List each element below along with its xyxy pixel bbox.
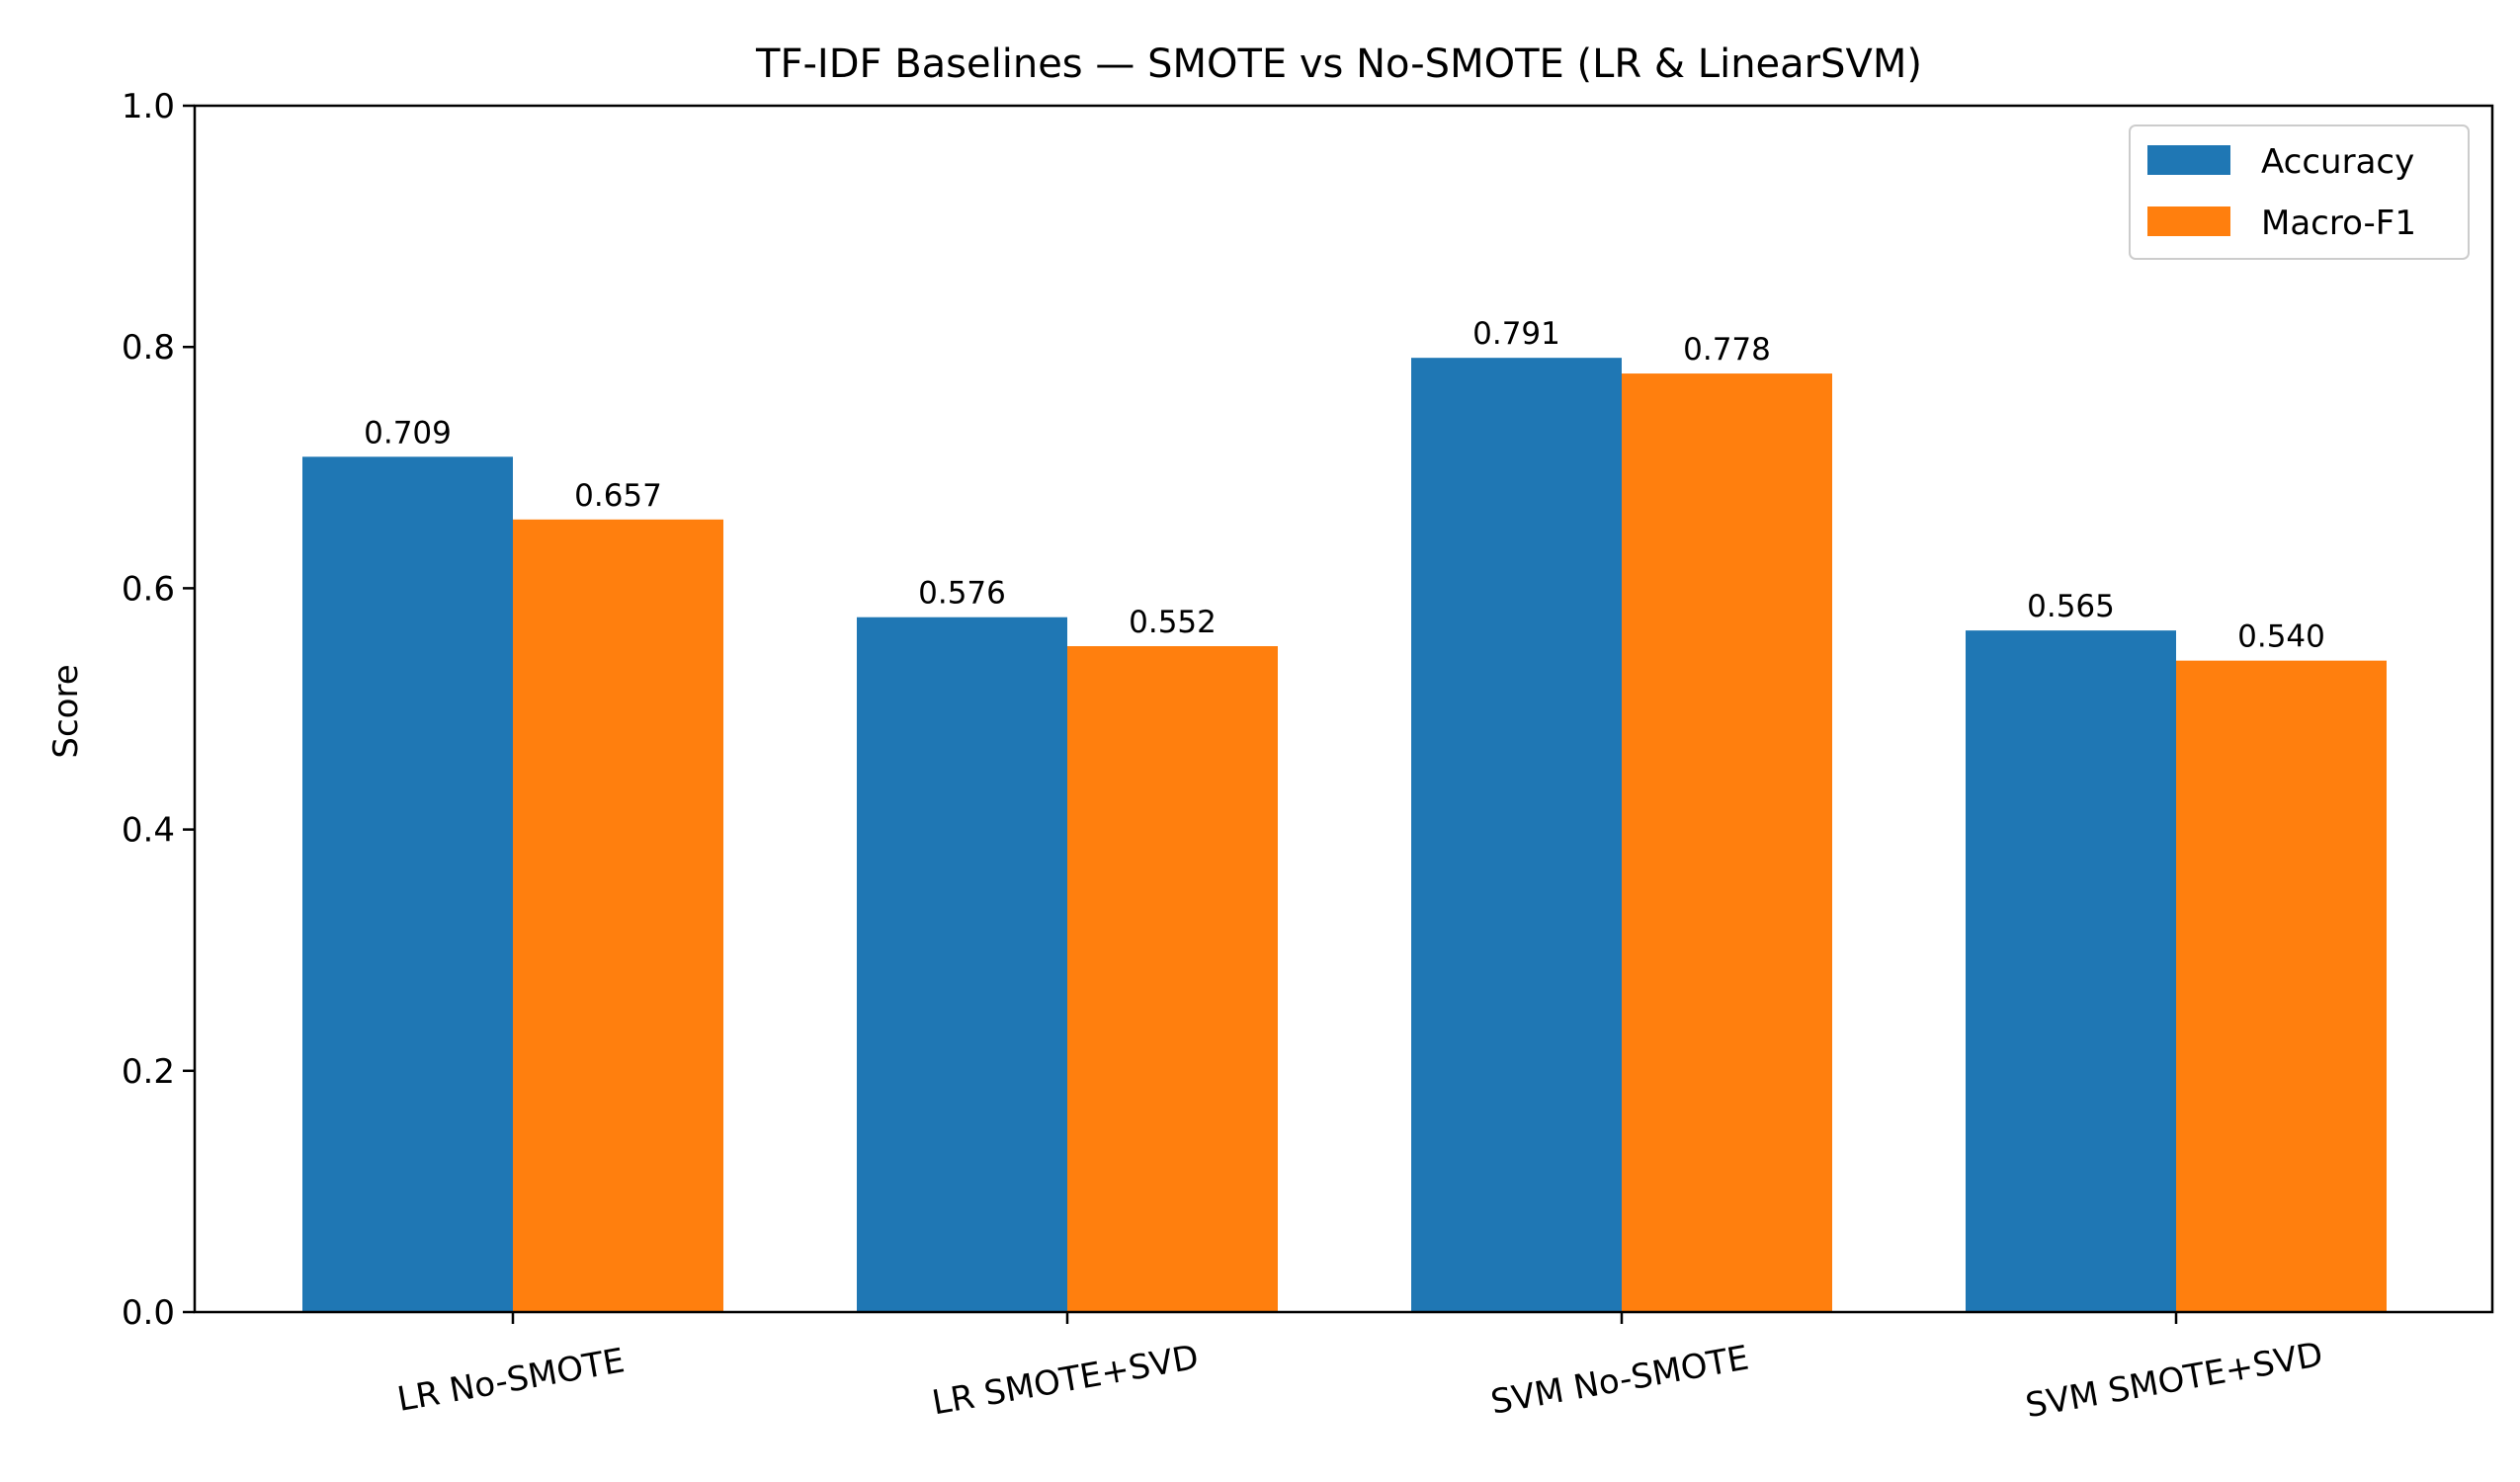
data-label: 0.552 xyxy=(1129,605,1217,640)
y-axis-label: Score xyxy=(46,664,86,758)
bar-accuracy xyxy=(1411,358,1622,1313)
bar-macro-f1 xyxy=(2176,660,2387,1312)
legend-swatch xyxy=(2147,145,2230,175)
legend: Accuracy Macro-F1 xyxy=(2129,124,2470,260)
bar-accuracy xyxy=(857,617,1067,1312)
legend-swatch xyxy=(2147,206,2230,236)
legend-label: Macro-F1 xyxy=(2261,204,2416,243)
data-label: 0.791 xyxy=(1472,316,1560,352)
chart-title: TF-IDF Baselines — SMOTE vs No-SMOTE (LR… xyxy=(755,41,1922,87)
data-label: 0.565 xyxy=(2027,589,2115,624)
bar-accuracy xyxy=(1966,630,2176,1312)
y-tick-label: 0.0 xyxy=(122,1293,175,1333)
legend-label: Accuracy xyxy=(2261,142,2414,182)
data-label: 0.657 xyxy=(574,478,662,514)
y-tick-label: 0.6 xyxy=(122,569,175,609)
bar-accuracy xyxy=(302,456,513,1312)
bar-macro-f1 xyxy=(513,519,723,1312)
data-label: 0.709 xyxy=(364,415,452,451)
data-labels-group: 0.709 0.657 0.576 0.552 0.791 0.778 0.565 0.540 xyxy=(364,316,2325,654)
bar-macro-f1 xyxy=(1622,373,1832,1312)
y-axis: 0.0 0.2 0.4 0.6 0.8 1.0 xyxy=(122,87,195,1333)
y-tick-label: 0.4 xyxy=(122,811,175,851)
data-label: 0.540 xyxy=(2237,619,2325,655)
bars-group xyxy=(302,358,2387,1313)
y-tick-label: 0.2 xyxy=(122,1052,175,1092)
plot-frame xyxy=(193,104,2494,1314)
data-label: 0.778 xyxy=(1683,332,1771,368)
y-tick-label: 0.8 xyxy=(122,328,175,368)
data-label: 0.576 xyxy=(918,576,1006,612)
bar-macro-f1 xyxy=(1067,646,1278,1312)
y-tick-label: 1.0 xyxy=(122,87,175,126)
